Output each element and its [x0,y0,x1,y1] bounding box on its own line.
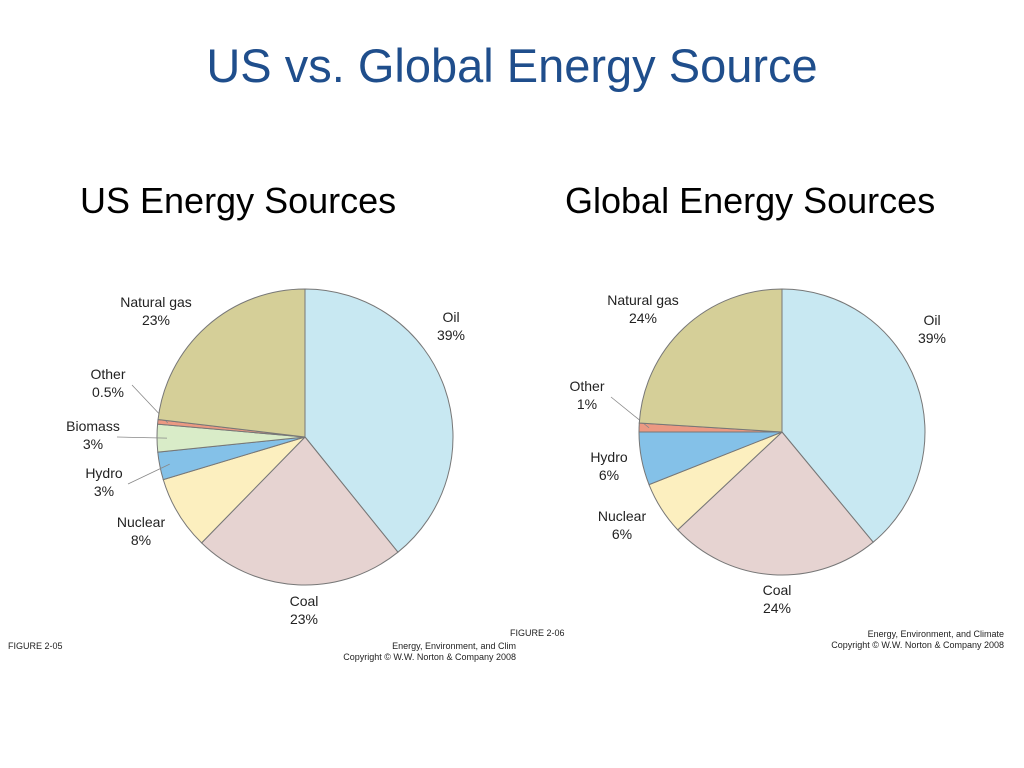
us-label-name-oil: Oil [442,309,459,325]
us-label-nuclear: Nuclear 8% [117,514,166,548]
global-label-name-oil: Oil [923,312,940,328]
us-label-coal: Coal 23% [290,593,319,627]
us-label-name-coal: Coal [290,593,319,609]
global-label-name-other: Other [569,378,604,394]
us-label-value-biomass: 3% [83,436,103,452]
us-label-name-other: Other [90,366,125,382]
global-credit-line-2: Copyright © W.W. Norton & Company 2008 [831,640,1004,650]
global-label-value-coal: 24% [763,600,791,616]
global-label-value-oil: 39% [918,330,946,346]
us-label-name-natural-gas: Natural gas [120,294,192,310]
us-label-biomass: Biomass 3% [66,418,120,452]
global-credit: Energy, Environment, and Climate Copyrig… [810,629,1004,651]
us-credit-line-2: Copyright © W.W. Norton & Company 2008 [343,652,516,662]
us-label-value-nuclear: 8% [131,532,151,548]
us-credit-line-1: Energy, Environment, and Clim [392,641,516,651]
global-label-hydro: Hydro 6% [590,449,628,483]
us-pie-chart: Oil 39% Coal 23% Nuclear 8% Hydro 3% Biomass 3% Ot… [66,288,465,627]
global-figure-label: FIGURE 2-06 [510,628,565,638]
us-label-oil: Oil 39% [437,309,465,343]
global-label-oil: Oil 39% [918,312,946,346]
global-label-name-nuclear: Nuclear [598,508,647,524]
us-chart-title: US Energy Sources [80,180,397,221]
us-leader-biomass [116,436,168,439]
us-slice-natural-gas [157,288,306,438]
global-slice-oil [781,288,926,543]
global-pie-chart: Oil 39% Coal 24% Nuclear 6% Hydro 6% Other 1% Natu… [569,288,946,616]
us-label-natural-gas: Natural gas 23% [120,294,192,328]
us-credit: Energy, Environment, and Clim Copyright … [330,641,516,663]
global-label-name-hydro: Hydro [590,449,628,465]
global-label-value-natural-gas: 24% [629,310,657,326]
us-label-value-coal: 23% [290,611,318,627]
us-label-other: Other 0.5% [90,366,125,400]
us-label-value-other: 0.5% [92,384,124,400]
global-label-name-natural-gas: Natural gas [607,292,679,308]
us-label-value-oil: 39% [437,327,465,343]
global-slice-coal [677,431,874,576]
global-label-nuclear: Nuclear 6% [598,508,647,542]
us-label-name-biomass: Biomass [66,418,120,434]
slide-title: US vs. Global Energy Source [206,39,818,92]
global-label-name-coal: Coal [763,582,792,598]
us-label-name-hydro: Hydro [85,465,123,481]
global-label-natural-gas: Natural gas 24% [607,292,679,326]
global-label-value-hydro: 6% [599,467,619,483]
us-slice-oil [304,288,454,553]
us-label-value-hydro: 3% [94,483,114,499]
us-label-hydro: Hydro 3% [85,465,123,499]
us-leader-hydro [127,463,170,485]
us-label-name-nuclear: Nuclear [117,514,166,530]
us-slice-coal [200,436,399,586]
global-credit-line-1: Energy, Environment, and Climate [867,629,1004,639]
us-label-value-natural-gas: 23% [142,312,170,328]
global-label-coal: Coal 24% [763,582,792,616]
global-label-value-other: 1% [577,396,597,412]
global-label-value-nuclear: 6% [612,526,632,542]
global-slice-natural-gas [638,288,783,433]
global-label-other: Other 1% [569,378,604,412]
us-figure-label: FIGURE 2-05 [8,641,63,651]
global-chart-title: Global Energy Sources [565,180,936,221]
